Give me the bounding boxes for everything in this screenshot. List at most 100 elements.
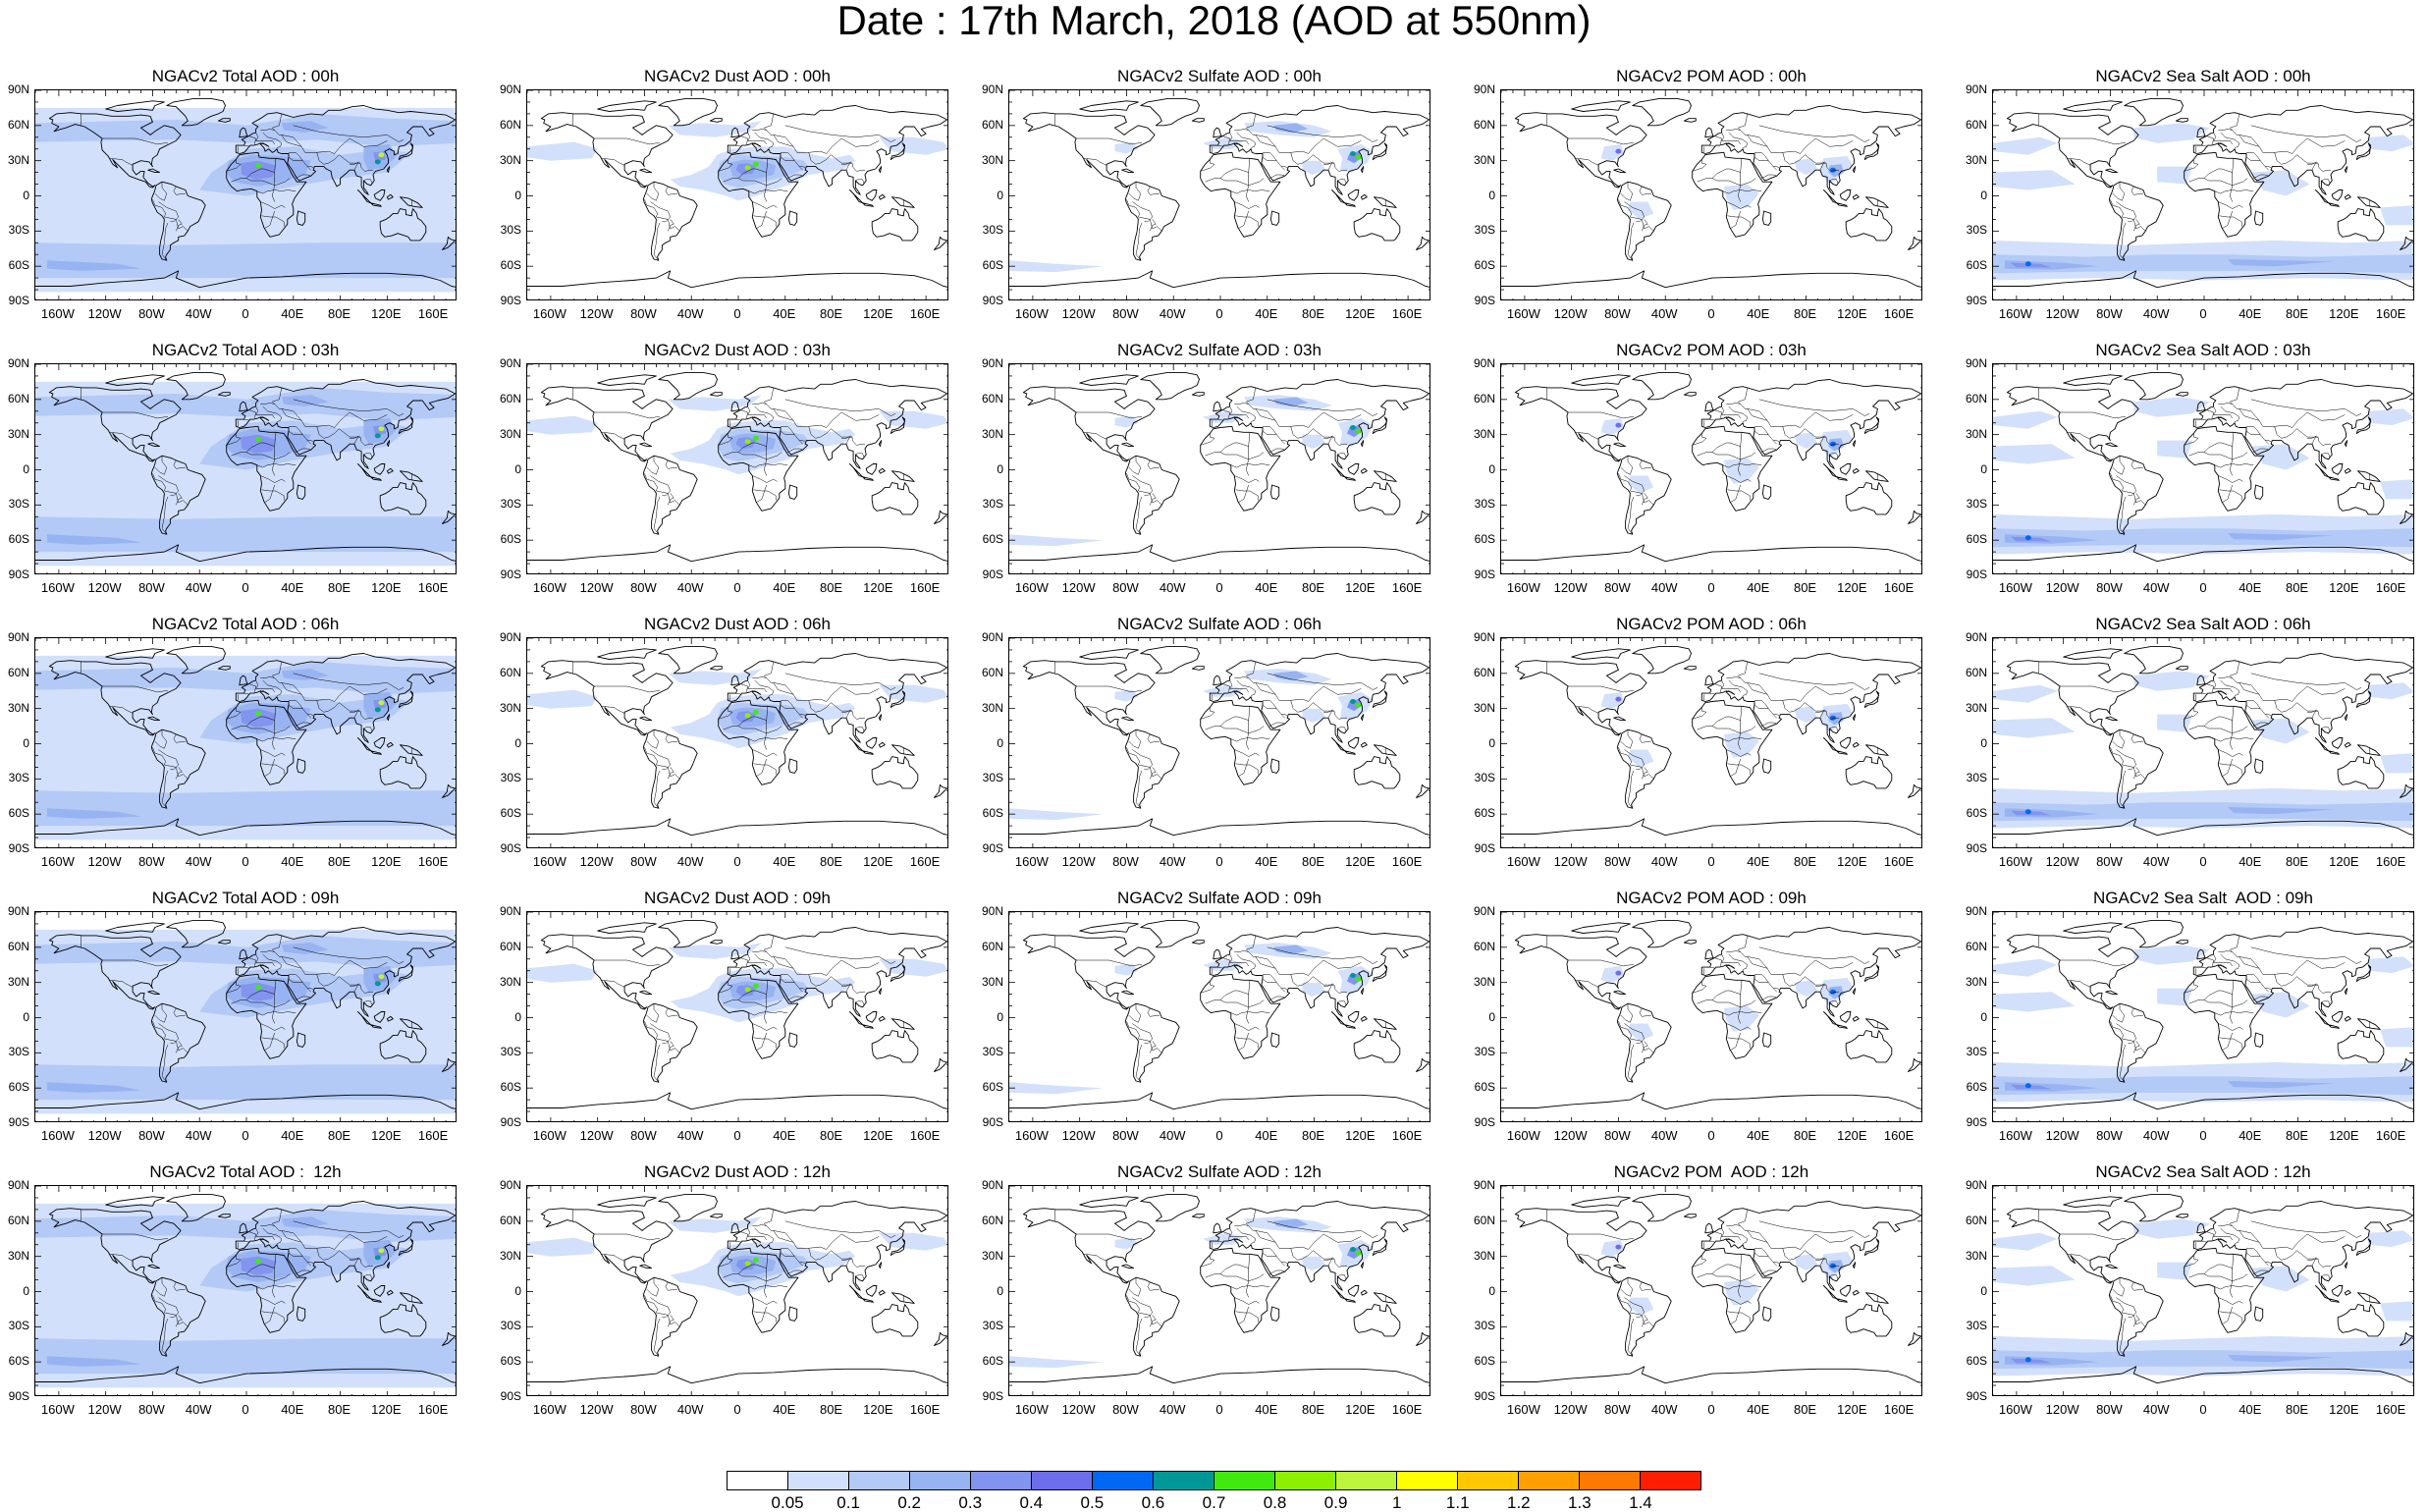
lon-tick-label: 40E bbox=[281, 306, 304, 321]
lon-tick-label: 120W bbox=[87, 306, 122, 321]
panel-title: NGACv2 Total AOD : 00h bbox=[151, 67, 340, 85]
country-border bbox=[248, 1231, 256, 1240]
lon-tick-label: 40E bbox=[1747, 580, 1770, 595]
coastline bbox=[2357, 744, 2381, 756]
coastline bbox=[1121, 716, 1135, 722]
coastline bbox=[639, 442, 653, 448]
country-border bbox=[1815, 161, 1825, 165]
country-border bbox=[752, 676, 767, 678]
country-border bbox=[1263, 152, 1277, 161]
country-border bbox=[2221, 1032, 2233, 1052]
lat-tick-label: 90S bbox=[982, 294, 1003, 307]
coastline bbox=[217, 940, 231, 945]
country-border bbox=[780, 156, 803, 171]
country-border bbox=[841, 1257, 851, 1261]
panel-title: NGACv2 Sulfate AOD : 00h bbox=[1117, 67, 1322, 85]
country-border bbox=[747, 405, 767, 419]
country-border bbox=[2218, 676, 2233, 678]
country-border bbox=[1782, 1248, 1826, 1261]
lon-tick-label: 160W bbox=[1014, 854, 1049, 869]
coastline bbox=[386, 193, 394, 200]
coastline bbox=[2124, 919, 2184, 948]
lon-tick-label: 160W bbox=[1998, 1128, 2032, 1143]
country-border bbox=[245, 1273, 291, 1282]
lon-tick-label: 40W bbox=[676, 1128, 704, 1143]
coastline bbox=[166, 645, 226, 675]
country-border bbox=[2220, 953, 2240, 970]
coastline bbox=[1993, 270, 2413, 289]
country-border bbox=[718, 981, 733, 994]
country-border bbox=[272, 994, 275, 1024]
lat-tick-label: 90N bbox=[981, 82, 1003, 96]
lat-tick-label: 90S bbox=[500, 294, 521, 307]
country-border bbox=[245, 452, 291, 460]
lon-tick-label: 120E bbox=[1345, 306, 1376, 321]
aod-field bbox=[2010, 536, 2052, 542]
country-border bbox=[2274, 1248, 2318, 1261]
country-border bbox=[2245, 1252, 2269, 1267]
lat-tick-label: 60S bbox=[1966, 532, 1987, 547]
country-border bbox=[735, 1240, 742, 1243]
lat-tick-label: 30S bbox=[982, 1319, 1003, 1333]
country-border bbox=[1728, 1227, 1749, 1244]
country-border bbox=[1267, 946, 1378, 964]
lon-tick-label: 80W bbox=[2096, 1128, 2123, 1143]
country-border bbox=[2221, 484, 2233, 504]
lat-tick-label: 0 bbox=[1488, 1283, 1495, 1298]
coastline bbox=[1121, 442, 1135, 448]
country-border bbox=[226, 707, 242, 720]
country-border bbox=[173, 733, 186, 743]
country-border bbox=[288, 978, 311, 993]
aod-field bbox=[527, 415, 598, 435]
country-border bbox=[754, 953, 775, 970]
lon-tick-label: 40W bbox=[185, 580, 212, 595]
country-border bbox=[1262, 704, 1285, 719]
country-border bbox=[243, 1240, 250, 1243]
lat-tick-label: 60S bbox=[500, 1354, 521, 1369]
aod-field bbox=[1993, 1232, 2058, 1251]
country-border bbox=[231, 158, 277, 183]
lat-tick-label: 90N bbox=[7, 82, 29, 96]
coastline bbox=[891, 1292, 915, 1304]
aod-field bbox=[2368, 956, 2413, 974]
coastline bbox=[1209, 1201, 1430, 1291]
world-map bbox=[1993, 364, 2413, 573]
country-border bbox=[245, 726, 291, 734]
country-border bbox=[718, 707, 733, 720]
country-border bbox=[158, 1297, 179, 1319]
aod-field bbox=[1272, 945, 1309, 954]
world-map bbox=[1501, 1186, 1921, 1395]
country-border bbox=[1267, 673, 1378, 690]
country-border bbox=[2250, 399, 2362, 416]
country-border bbox=[1234, 129, 1249, 131]
lat-tick-label: 0 bbox=[1488, 1009, 1495, 1024]
coastline bbox=[217, 392, 231, 397]
coastline bbox=[1852, 166, 1857, 174]
coastline bbox=[709, 666, 723, 671]
coastline bbox=[2315, 189, 2330, 204]
world-map bbox=[35, 638, 456, 847]
country-border bbox=[1639, 459, 1651, 469]
country-border bbox=[1263, 426, 1277, 435]
aod-field bbox=[1794, 706, 1818, 723]
coastline bbox=[718, 425, 799, 512]
country-border bbox=[1815, 435, 1825, 439]
country-border bbox=[1262, 978, 1285, 993]
country-border bbox=[2201, 966, 2208, 969]
country-border bbox=[164, 764, 189, 780]
coastline bbox=[1009, 818, 1430, 837]
country-border bbox=[158, 201, 179, 223]
country-border bbox=[2206, 683, 2214, 692]
country-border bbox=[1729, 210, 1741, 230]
coastline bbox=[787, 210, 798, 226]
lat-tick-label: 0 bbox=[997, 735, 1003, 750]
lon-tick-label: 40W bbox=[1650, 580, 1678, 595]
lon-tick-label: 120W bbox=[87, 1402, 122, 1417]
country-border bbox=[1337, 453, 1347, 458]
country-border bbox=[1263, 700, 1277, 709]
country-border bbox=[1740, 404, 1768, 421]
country-border bbox=[594, 411, 660, 419]
aod-field bbox=[2380, 479, 2413, 500]
aod-field bbox=[2010, 262, 2052, 268]
coastline bbox=[2344, 467, 2351, 474]
